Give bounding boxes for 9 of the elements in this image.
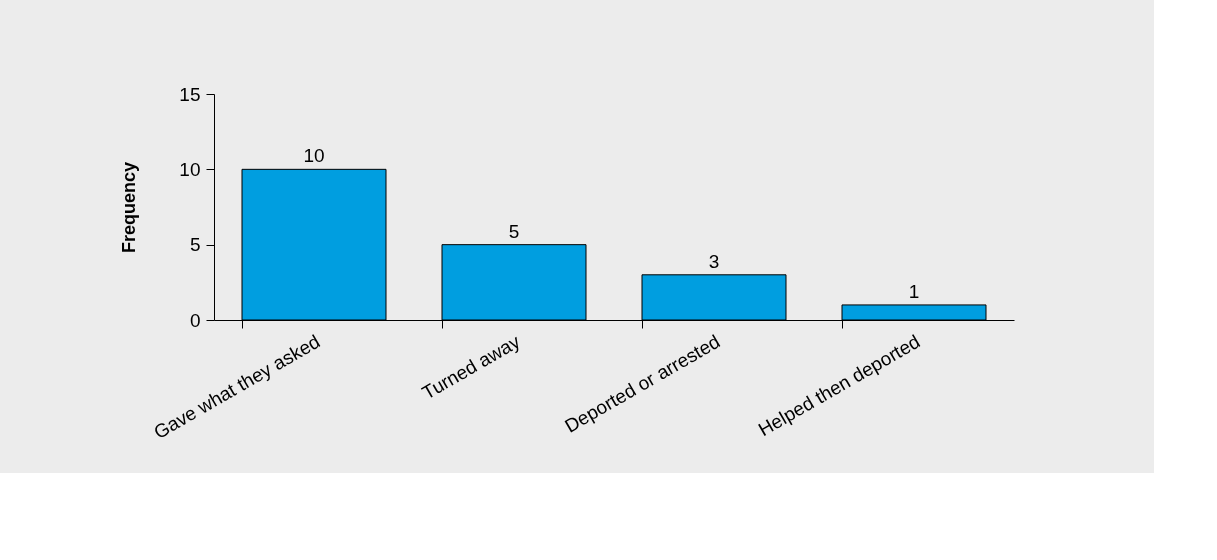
y-axis-title: Frequency (119, 161, 140, 254)
y-tick-label: 15 (179, 83, 201, 105)
data-label: 3 (708, 250, 720, 272)
data-label: 10 (303, 145, 325, 167)
y-tick-label: 5 (189, 234, 201, 256)
y-tick-label: 0 (189, 309, 201, 331)
data-label: 1 (908, 280, 920, 302)
data-label: 5 (508, 220, 520, 242)
y-tick-label: 10 (179, 158, 201, 180)
